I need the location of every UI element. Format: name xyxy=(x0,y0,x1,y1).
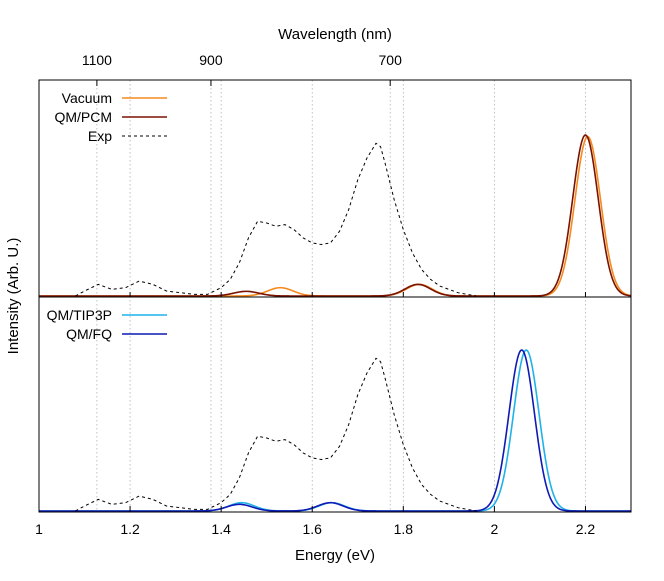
series-qm-tip3p-line xyxy=(39,349,631,512)
series-exp-line xyxy=(75,357,477,512)
legend: Vacuum QM/PCM Exp QM/TIP3P QM/FQ xyxy=(47,90,167,342)
series-vacuum-line xyxy=(39,135,632,297)
series-qm-fq-line xyxy=(39,349,631,512)
series-layer xyxy=(39,134,632,512)
x2-tick-label: 700 xyxy=(379,52,403,68)
x-tick-label: 1.8 xyxy=(394,521,414,537)
x-tick-label: 1.6 xyxy=(302,521,322,537)
ticks: 1 1.2 1.4 1.6 1.8 2 2.2 1100 900 700 xyxy=(35,52,595,537)
legend-label: QM/TIP3P xyxy=(47,307,112,323)
x-tick-label: 1 xyxy=(35,521,43,537)
x2-tick-label: 1100 xyxy=(82,52,112,68)
series-exp-line xyxy=(75,142,477,297)
top-axis-title: Wavelength (nm) xyxy=(278,26,392,43)
x-tick-label: 1.2 xyxy=(120,521,140,537)
legend-label: QM/FQ xyxy=(66,326,112,342)
bottom-axis-title: Energy (eV) xyxy=(295,547,375,564)
x-tick-label: 1.4 xyxy=(211,521,231,537)
legend-label: Vacuum xyxy=(62,90,112,106)
x-tick-label: 2 xyxy=(490,521,498,537)
series-qm-pcm-line xyxy=(39,134,632,297)
x-tick-label: 2.2 xyxy=(576,521,596,537)
x2-tick-label: 900 xyxy=(199,52,223,68)
legend-label: QM/PCM xyxy=(54,109,112,125)
legend-label: Exp xyxy=(88,128,112,144)
y-axis-title: Intensity (Arb. U.) xyxy=(5,238,22,355)
